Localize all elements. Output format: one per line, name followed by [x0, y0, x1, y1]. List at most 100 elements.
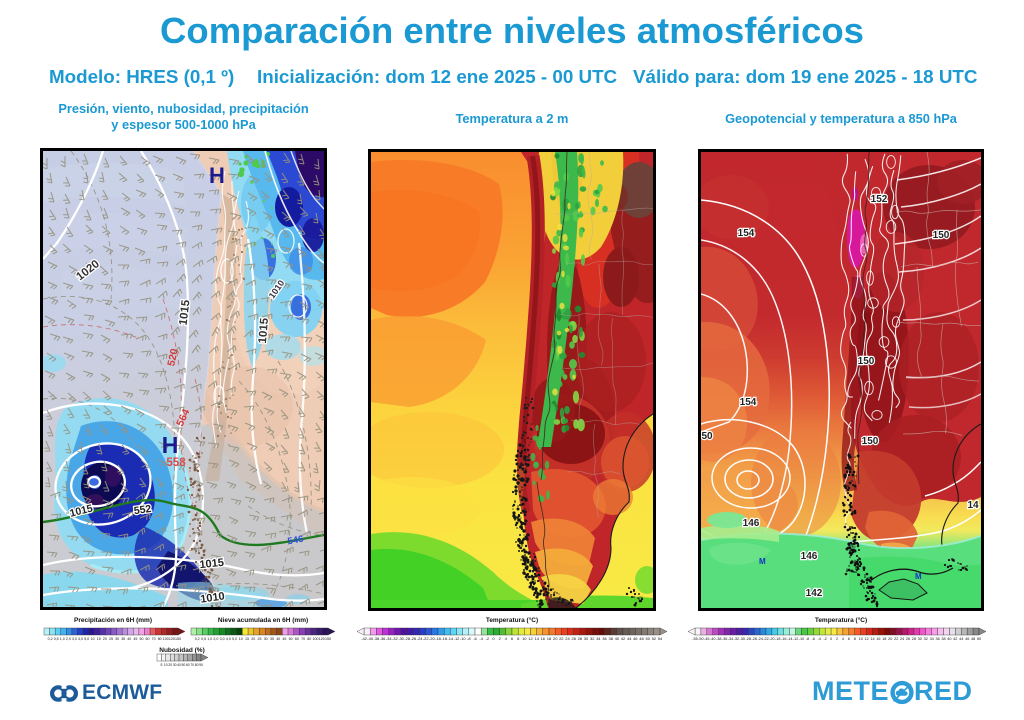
svg-text:-40: -40	[367, 636, 374, 641]
svg-text:42: 42	[953, 637, 957, 641]
svg-text:4: 4	[842, 637, 844, 641]
svg-text:44: 44	[627, 636, 632, 641]
svg-text:-34: -34	[386, 636, 393, 641]
svg-text:-34: -34	[728, 637, 734, 641]
svg-text:0: 0	[492, 636, 495, 641]
svg-text:1015: 1015	[257, 317, 271, 344]
svg-text:1015: 1015	[178, 299, 193, 326]
svg-text:30: 30	[918, 637, 922, 641]
svg-text:-14: -14	[447, 636, 454, 641]
svg-text:-6: -6	[812, 637, 815, 641]
svg-text:12: 12	[864, 637, 868, 641]
svg-text:-30: -30	[740, 637, 746, 641]
svg-text:25: 25	[258, 637, 262, 641]
svg-text:142: 142	[806, 588, 823, 599]
svg-text:-45: -45	[704, 637, 710, 641]
svg-text:120: 120	[169, 637, 175, 641]
svg-text:52: 52	[652, 636, 657, 641]
svg-text:-2: -2	[486, 636, 490, 641]
svg-text:10: 10	[239, 637, 243, 641]
svg-text:-38: -38	[373, 636, 380, 641]
svg-text:-10: -10	[799, 637, 805, 641]
svg-text:70: 70	[190, 663, 194, 667]
svg-text:558: 558	[166, 457, 186, 469]
svg-text:50: 50	[140, 637, 144, 641]
svg-text:25: 25	[109, 637, 113, 641]
svg-text:46: 46	[633, 636, 638, 641]
svg-text:520: 520	[165, 347, 180, 367]
svg-text:32: 32	[590, 636, 595, 641]
svg-text:150: 150	[325, 637, 331, 641]
svg-text:-24: -24	[417, 636, 424, 641]
svg-text:Temperatura (°C): Temperatura (°C)	[486, 616, 538, 624]
svg-text:4,0: 4,0	[226, 637, 231, 641]
svg-text:32: 32	[924, 637, 928, 641]
svg-text:50: 50	[289, 637, 293, 641]
svg-text:70: 70	[152, 637, 156, 641]
svg-text:60: 60	[186, 663, 190, 667]
svg-text:22: 22	[894, 637, 898, 641]
svg-text:14: 14	[870, 637, 874, 641]
svg-text:-18: -18	[775, 637, 781, 641]
svg-text:M: M	[915, 572, 922, 581]
svg-text:5,0: 5,0	[232, 637, 237, 641]
svg-text:-12: -12	[454, 636, 461, 641]
svg-text:2,0: 2,0	[213, 637, 218, 641]
svg-text:24: 24	[900, 637, 904, 641]
svg-text:20: 20	[103, 637, 107, 641]
svg-text:Temperatura (°C): Temperatura (°C)	[815, 616, 867, 624]
svg-text:146: 146	[743, 518, 760, 529]
svg-text:152: 152	[871, 194, 888, 205]
svg-text:5,0: 5,0	[84, 637, 89, 641]
svg-text:20: 20	[251, 637, 255, 641]
svg-text:45: 45	[282, 637, 286, 641]
svg-text:-40: -40	[710, 637, 716, 641]
svg-text:150: 150	[933, 230, 950, 241]
svg-text:18: 18	[547, 636, 552, 641]
svg-text:60: 60	[295, 637, 299, 641]
svg-text:35: 35	[121, 637, 125, 641]
svg-text:3,0: 3,0	[220, 637, 225, 641]
svg-text:80: 80	[158, 637, 162, 641]
svg-text:-55: -55	[692, 637, 698, 641]
svg-text:-24: -24	[757, 637, 763, 641]
svg-text:-4: -4	[479, 636, 483, 641]
svg-text:-28: -28	[745, 637, 751, 641]
svg-text:Nubosidad (%): Nubosidad (%)	[159, 647, 205, 654]
svg-text:-36: -36	[380, 636, 387, 641]
svg-text:150: 150	[175, 637, 181, 641]
svg-text:-8: -8	[467, 636, 471, 641]
svg-text:100: 100	[313, 637, 319, 641]
svg-text:-20: -20	[769, 637, 775, 641]
svg-text:0,5: 0,5	[201, 637, 206, 641]
svg-text:10: 10	[164, 663, 168, 667]
svg-text:40: 40	[127, 637, 131, 641]
svg-text:8: 8	[517, 636, 520, 641]
svg-text:45: 45	[133, 637, 137, 641]
svg-text:28: 28	[912, 637, 916, 641]
svg-text:0,2: 0,2	[48, 637, 53, 641]
svg-text:24: 24	[565, 636, 570, 641]
svg-text:2: 2	[499, 636, 502, 641]
svg-text:M: M	[759, 557, 766, 566]
svg-text:546: 546	[287, 534, 305, 548]
svg-text:2: 2	[836, 637, 838, 641]
svg-text:30: 30	[264, 637, 268, 641]
svg-text:60: 60	[146, 637, 150, 641]
svg-text:36: 36	[602, 636, 607, 641]
svg-text:10: 10	[522, 636, 527, 641]
svg-text:14: 14	[534, 636, 539, 641]
svg-text:2,0: 2,0	[66, 637, 71, 641]
svg-text:10: 10	[91, 637, 95, 641]
svg-text:54: 54	[658, 636, 663, 641]
svg-text:-16: -16	[441, 636, 448, 641]
svg-text:38: 38	[941, 637, 945, 641]
svg-text:16: 16	[541, 636, 546, 641]
svg-text:Precipitación en 6H (mm): Precipitación en 6H (mm)	[74, 617, 152, 624]
svg-text:-4: -4	[818, 637, 821, 641]
svg-text:-8: -8	[806, 637, 809, 641]
svg-text:5: 5	[160, 663, 162, 667]
svg-text:-16: -16	[781, 637, 787, 641]
svg-text:3,0: 3,0	[72, 637, 77, 641]
svg-text:154: 154	[740, 397, 757, 408]
